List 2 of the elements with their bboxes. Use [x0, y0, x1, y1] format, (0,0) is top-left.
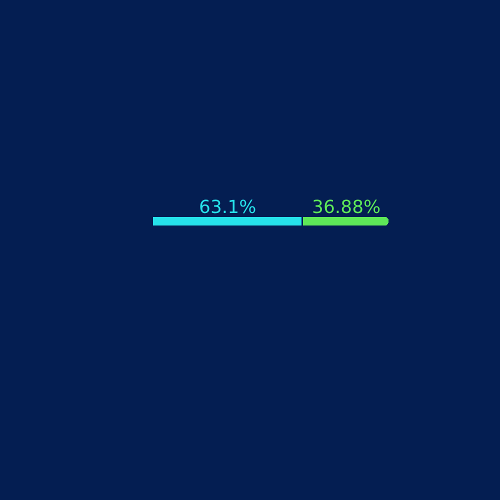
data-label: 63.1% — [199, 197, 256, 218]
data-label: 36.88% — [312, 197, 381, 218]
